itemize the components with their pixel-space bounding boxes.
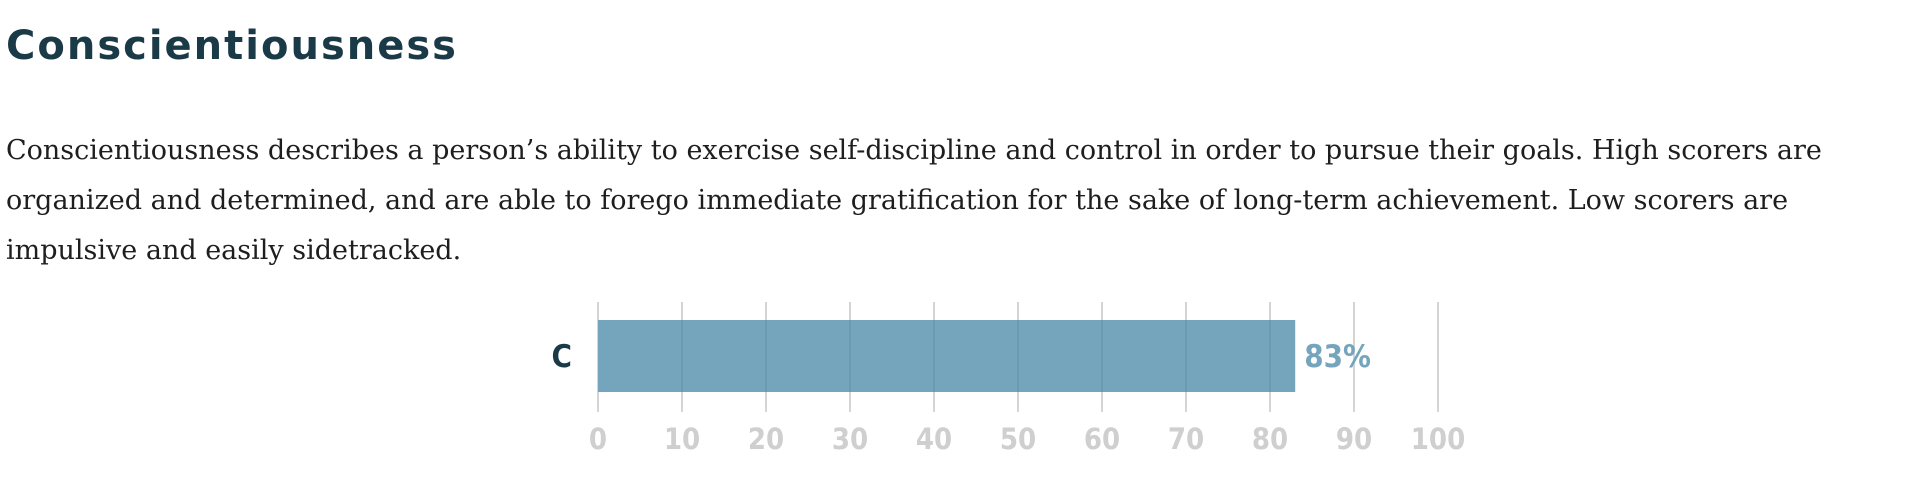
section-title: Conscientiousness: [6, 23, 458, 69]
category-label-C: C: [552, 339, 572, 375]
x-tick-label-100: 100: [1411, 422, 1465, 456]
value-label-C: 83%: [1304, 339, 1371, 375]
x-tick-label-80: 80: [1252, 422, 1288, 456]
x-tick-label-70: 70: [1168, 422, 1204, 456]
x-tick-label-90: 90: [1336, 422, 1372, 456]
x-tick-label-20: 20: [748, 422, 784, 456]
bar-C: [598, 320, 1296, 392]
x-tick-label-50: 50: [1000, 422, 1036, 456]
x-tick-label-60: 60: [1084, 422, 1120, 456]
x-tick-label-0: 0: [589, 422, 607, 456]
x-tick-label-10: 10: [664, 422, 700, 456]
section-description: Conscientiousness describes a person’s a…: [6, 135, 1822, 266]
x-tick-label-30: 30: [832, 422, 868, 456]
x-tick-label-40: 40: [916, 422, 952, 456]
